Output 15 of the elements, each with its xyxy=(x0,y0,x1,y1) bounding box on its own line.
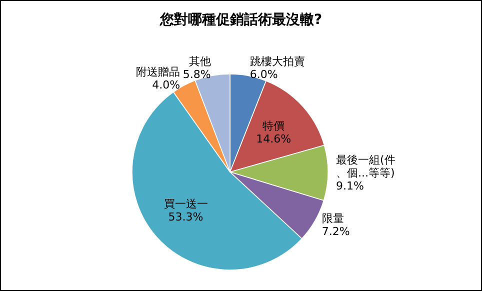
data-label: 53.3% xyxy=(168,210,204,224)
data-label: 7.2% xyxy=(322,224,350,238)
slice-label: 最後一組(件、個...等等) xyxy=(336,154,396,180)
chart-title: 您對哪種促銷話術最沒轍? xyxy=(158,12,322,28)
slice-label: 限量 xyxy=(322,212,344,225)
data-label: 9.1% xyxy=(336,180,364,192)
slice-label: 特價 xyxy=(262,120,285,133)
data-label: 5.8% xyxy=(182,68,211,81)
data-label: 14.6% xyxy=(256,132,292,146)
slice-label: 買一送一 xyxy=(164,198,208,211)
slice-label: 其他 xyxy=(188,54,211,68)
data-label: 6.0% xyxy=(250,68,278,81)
data-label: 4.0% xyxy=(152,78,180,92)
slice-label: 跳樓大拍賣 xyxy=(250,54,305,68)
slice-label: 附送贈品 xyxy=(136,65,180,78)
